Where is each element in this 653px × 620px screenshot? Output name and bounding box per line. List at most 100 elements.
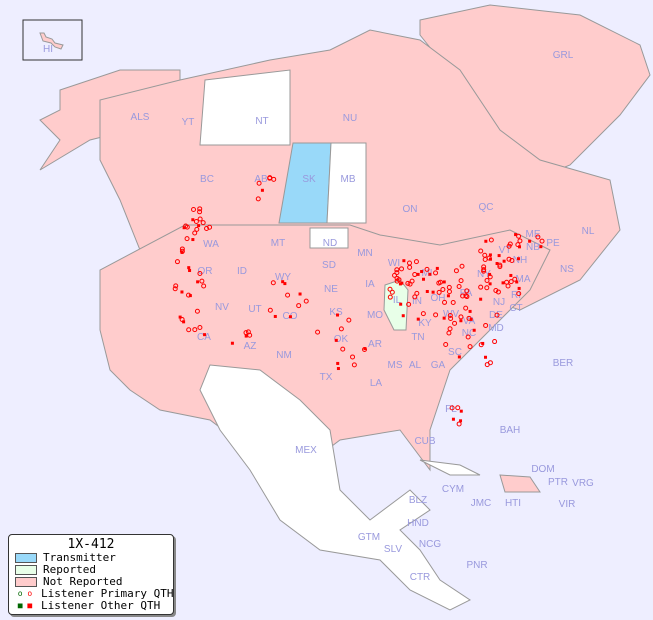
listener-primary-marker [173, 283, 179, 289]
listener-other-marker [197, 224, 201, 228]
listener-primary-marker [535, 234, 541, 240]
listener-other-marker [442, 316, 446, 320]
listener-other-marker [244, 334, 248, 338]
region-label-mb: MB [341, 174, 356, 185]
region-label-vt: VT [499, 245, 512, 256]
listener-other-marker [497, 254, 501, 258]
listener-primary-marker [440, 286, 446, 292]
region-label-mt: MT [271, 238, 285, 249]
region-label-tn: TN [411, 332, 424, 343]
listener-primary-marker [482, 257, 488, 263]
listener-primary-marker [245, 329, 251, 335]
listener-other-marker [509, 273, 513, 277]
listener-primary-marker [179, 316, 185, 322]
region-label-dom: DOM [531, 464, 554, 475]
legend: 1X-412 Transmitter Reported Not Reported… [8, 534, 174, 615]
region-label-al: AL [409, 360, 422, 371]
region-label-sd: SD [322, 260, 336, 271]
region-label-sk: SK [302, 174, 316, 185]
swatch [15, 577, 37, 587]
region-label-slv: SLV [384, 544, 402, 555]
listener-other-marker [446, 294, 450, 298]
listener-primary-marker [433, 312, 439, 318]
region-label-mo: MO [367, 310, 383, 321]
listener-other-marker [336, 313, 340, 317]
listener-primary-marker [179, 246, 185, 252]
region-label-sc: SC [448, 347, 462, 358]
region-label-bah: BAH [500, 425, 521, 436]
region-label-de: DE [489, 310, 503, 321]
region-label-pnr: PNR [466, 560, 487, 571]
region-label-ny: NY [477, 269, 491, 280]
region-label-ga: GA [431, 360, 446, 371]
region-label-nb: NB [526, 242, 540, 253]
listener-primary-marker [492, 339, 498, 345]
listener-primary-marker [193, 219, 199, 225]
listener-primary-marker [508, 279, 514, 285]
listener-primary-marker [484, 277, 490, 283]
square-marker-icon: ■ ■ [17, 601, 33, 610]
listener-primary-marker [447, 326, 453, 332]
region-label-va: VA [463, 316, 476, 327]
listener-primary-marker [204, 226, 210, 232]
region-label-wy: WY [275, 272, 291, 283]
listener-primary-marker [413, 259, 419, 265]
region-label-cym: CYM [442, 484, 464, 495]
region-label-ct: CT [509, 303, 522, 314]
listener-other-marker [420, 270, 424, 274]
listener-primary-marker [183, 223, 189, 229]
listener-primary-marker [409, 278, 415, 284]
listener-primary-marker [539, 238, 545, 244]
region-label-cub: CUB [414, 436, 435, 447]
listener-primary-marker [270, 280, 276, 286]
listener-primary-marker [406, 301, 412, 307]
region-mb [326, 142, 367, 224]
listener-primary-marker [200, 220, 206, 226]
listener-primary-marker [271, 176, 277, 182]
region-label-wa: WA [203, 239, 219, 250]
region-label-pe: PE [546, 238, 560, 249]
listener-primary-marker [197, 324, 203, 330]
listener-primary-marker [497, 264, 503, 270]
listener-other-marker [180, 290, 184, 294]
listener-other-marker [178, 315, 182, 319]
listener-primary-marker [488, 237, 494, 243]
legend-other-qth: ■ ■ Listener Other QTH [9, 600, 173, 612]
region-label-ar: AR [368, 339, 382, 350]
listener-primary-marker [186, 327, 192, 333]
listener-other-marker [484, 239, 488, 243]
listener-primary-marker [509, 257, 515, 263]
listener-primary-marker [192, 230, 198, 236]
listener-primary-marker [466, 315, 472, 321]
region-label-ia: IA [365, 279, 375, 290]
listener-primary-marker [517, 238, 523, 244]
listener-other-marker [401, 314, 405, 318]
region-label-nm: NM [276, 350, 292, 361]
listener-primary-marker [303, 298, 309, 304]
listener-primary-marker [186, 292, 192, 298]
listener-primary-marker [197, 270, 203, 276]
legend-title: 1X-412 [67, 537, 115, 552]
region-label-il: IL [393, 295, 402, 306]
listener-primary-marker [172, 286, 178, 292]
listener-primary-marker [420, 311, 426, 317]
listener-primary-marker [412, 294, 418, 300]
listener-primary-marker [407, 264, 413, 270]
region-label-md: MD [488, 323, 504, 334]
region-label-gtm: GTM [358, 532, 380, 543]
listener-primary-marker [191, 207, 197, 213]
region-label-nl: NL [582, 226, 595, 237]
listener-primary-marker [437, 279, 443, 285]
listener-primary-marker [450, 299, 456, 305]
listener-other-marker [422, 277, 426, 281]
listener-primary-marker [405, 280, 411, 286]
listener-other-marker [334, 338, 338, 342]
region-label-ctr: CTR [410, 572, 431, 583]
listener-other-marker [416, 317, 420, 321]
legend-reported: Reported [9, 564, 173, 576]
listener-other-marker [459, 419, 463, 423]
listener-primary-marker [442, 299, 448, 305]
region-label-ns: NS [560, 264, 574, 275]
